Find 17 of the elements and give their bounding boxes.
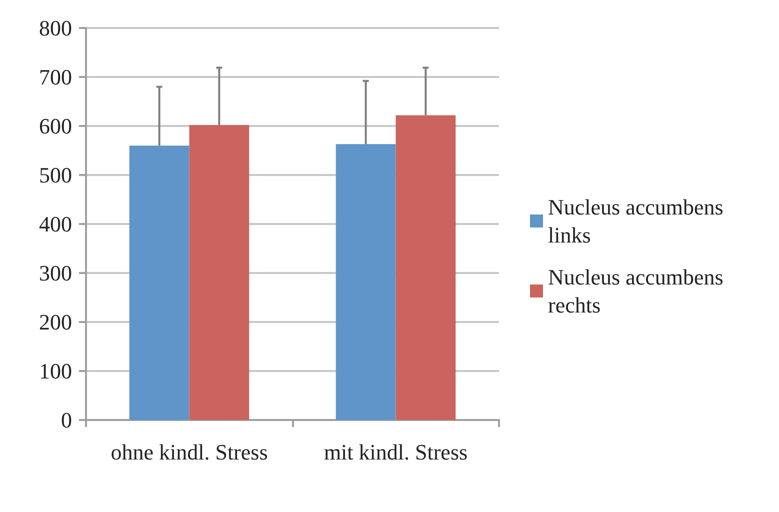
- y-tick-label: 300: [39, 260, 72, 286]
- y-tick-label: 200: [39, 310, 72, 334]
- y-tick-label: 700: [39, 64, 72, 90]
- bar: [189, 125, 250, 420]
- legend-label: Nucleus accumbens rechts: [548, 264, 729, 318]
- bar: [336, 144, 396, 420]
- bar: [396, 115, 456, 420]
- y-tick-label: 800: [39, 16, 72, 40]
- x-tick-label: ohne kindl. Stress: [110, 440, 268, 464]
- y-tick-label: 100: [39, 358, 72, 384]
- x-tick-label: mit kindl. Stress: [324, 440, 468, 464]
- y-tick-label: 0: [61, 408, 72, 432]
- y-tick-label: 600: [39, 114, 72, 138]
- y-tick-label: 500: [39, 162, 72, 188]
- legend-label: Nucleus accumbens links: [548, 194, 729, 248]
- bar: [129, 146, 190, 420]
- y-tick-label: 400: [39, 212, 72, 236]
